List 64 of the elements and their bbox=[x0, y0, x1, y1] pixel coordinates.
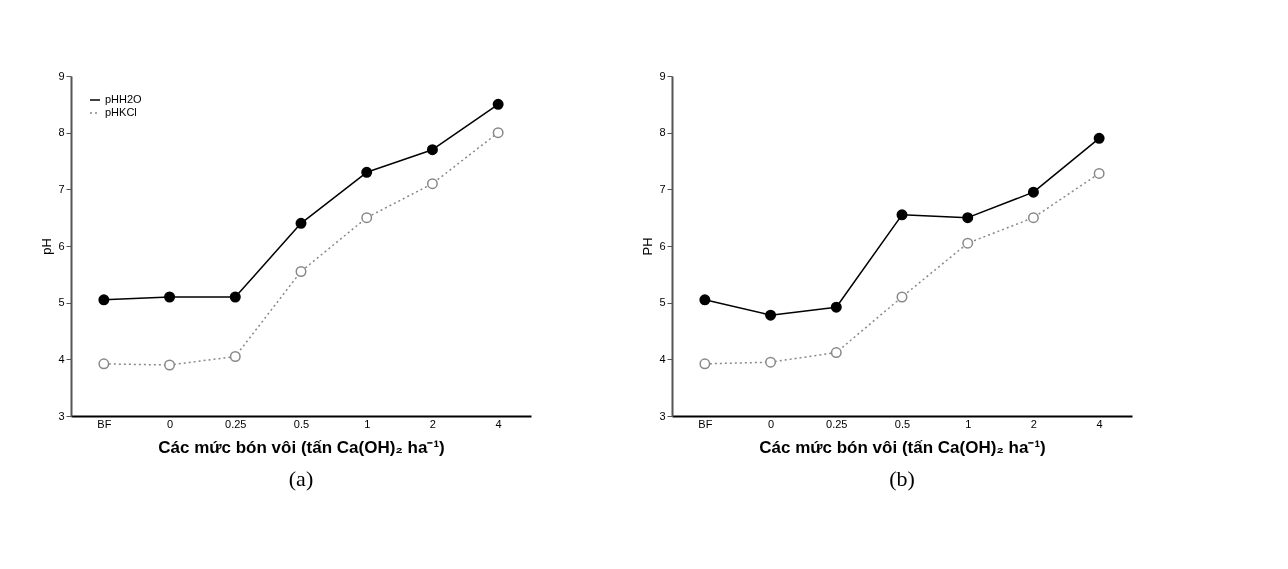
x-tick-label: BF bbox=[97, 417, 112, 430]
x-axis-title: Các mức bón vôi (tấn Ca(OH)₂ ha⁻¹) bbox=[759, 437, 1046, 457]
x-tick-label: 4 bbox=[495, 417, 502, 430]
point bbox=[426, 144, 438, 156]
point bbox=[765, 356, 777, 368]
y-tick-label: 8 bbox=[58, 126, 65, 139]
y-tick-label: 6 bbox=[58, 239, 65, 252]
point bbox=[295, 266, 307, 277]
point bbox=[164, 291, 176, 303]
point bbox=[1027, 212, 1039, 224]
x-tick-label: 4 bbox=[1096, 417, 1103, 430]
point bbox=[699, 358, 711, 370]
x-tick-label: 0 bbox=[768, 417, 775, 430]
x-tick-label: 0 bbox=[167, 417, 174, 430]
point bbox=[830, 347, 842, 359]
x-tick-label: 0.25 bbox=[826, 417, 848, 430]
point bbox=[896, 209, 908, 221]
x-tick-label: 0.5 bbox=[894, 417, 911, 430]
point bbox=[361, 166, 373, 178]
y-tick-label: 3 bbox=[58, 409, 65, 422]
point bbox=[295, 217, 307, 229]
point bbox=[229, 351, 241, 362]
point bbox=[98, 358, 110, 370]
y-tick-label: 5 bbox=[659, 296, 666, 309]
y-tick-label: 8 bbox=[659, 126, 666, 139]
y-axis-title: PH bbox=[640, 237, 656, 256]
point bbox=[492, 98, 504, 110]
y-tick-label: 4 bbox=[659, 352, 666, 365]
point bbox=[1093, 132, 1105, 144]
y-tick-label: 4 bbox=[58, 352, 65, 365]
point bbox=[229, 291, 241, 303]
point bbox=[361, 212, 373, 224]
x-tick-label: BF bbox=[698, 417, 713, 430]
x-tick-label: 1 bbox=[364, 417, 371, 430]
x-tick-label: 0.25 bbox=[225, 417, 247, 430]
point bbox=[962, 237, 974, 249]
point bbox=[699, 294, 711, 306]
x-axis-title: Các mức bón vôi (tấn Ca(OH)₂ ha⁻¹) bbox=[158, 437, 445, 457]
text: (a) bbox=[288, 466, 314, 491]
x-tick-label: 2 bbox=[1030, 417, 1037, 430]
x-tick-label: 2 bbox=[429, 417, 436, 430]
point bbox=[830, 301, 842, 313]
y-axis-title: pH bbox=[39, 238, 55, 255]
point bbox=[962, 212, 974, 224]
point bbox=[896, 291, 908, 303]
legend-label: pHKCl bbox=[105, 106, 137, 118]
point bbox=[98, 294, 110, 306]
y-tick-label: 9 bbox=[58, 69, 65, 82]
point bbox=[765, 309, 777, 321]
point bbox=[492, 127, 504, 139]
x-tick-label: 1 bbox=[965, 417, 972, 430]
point bbox=[1027, 186, 1039, 198]
text: (b) bbox=[889, 466, 915, 491]
y-tick-label: 7 bbox=[58, 182, 65, 195]
point bbox=[426, 178, 438, 190]
y-tick-label: 5 bbox=[58, 296, 65, 309]
y-tick-label: 3 bbox=[659, 409, 666, 422]
point bbox=[164, 359, 176, 371]
y-tick-label: 9 bbox=[659, 69, 666, 82]
x-tick-label: 0.5 bbox=[293, 417, 310, 430]
point bbox=[1093, 167, 1105, 179]
legend-label: pHH2O bbox=[105, 93, 143, 105]
y-tick-label: 7 bbox=[659, 182, 666, 195]
y-tick-label: 6 bbox=[659, 239, 666, 252]
